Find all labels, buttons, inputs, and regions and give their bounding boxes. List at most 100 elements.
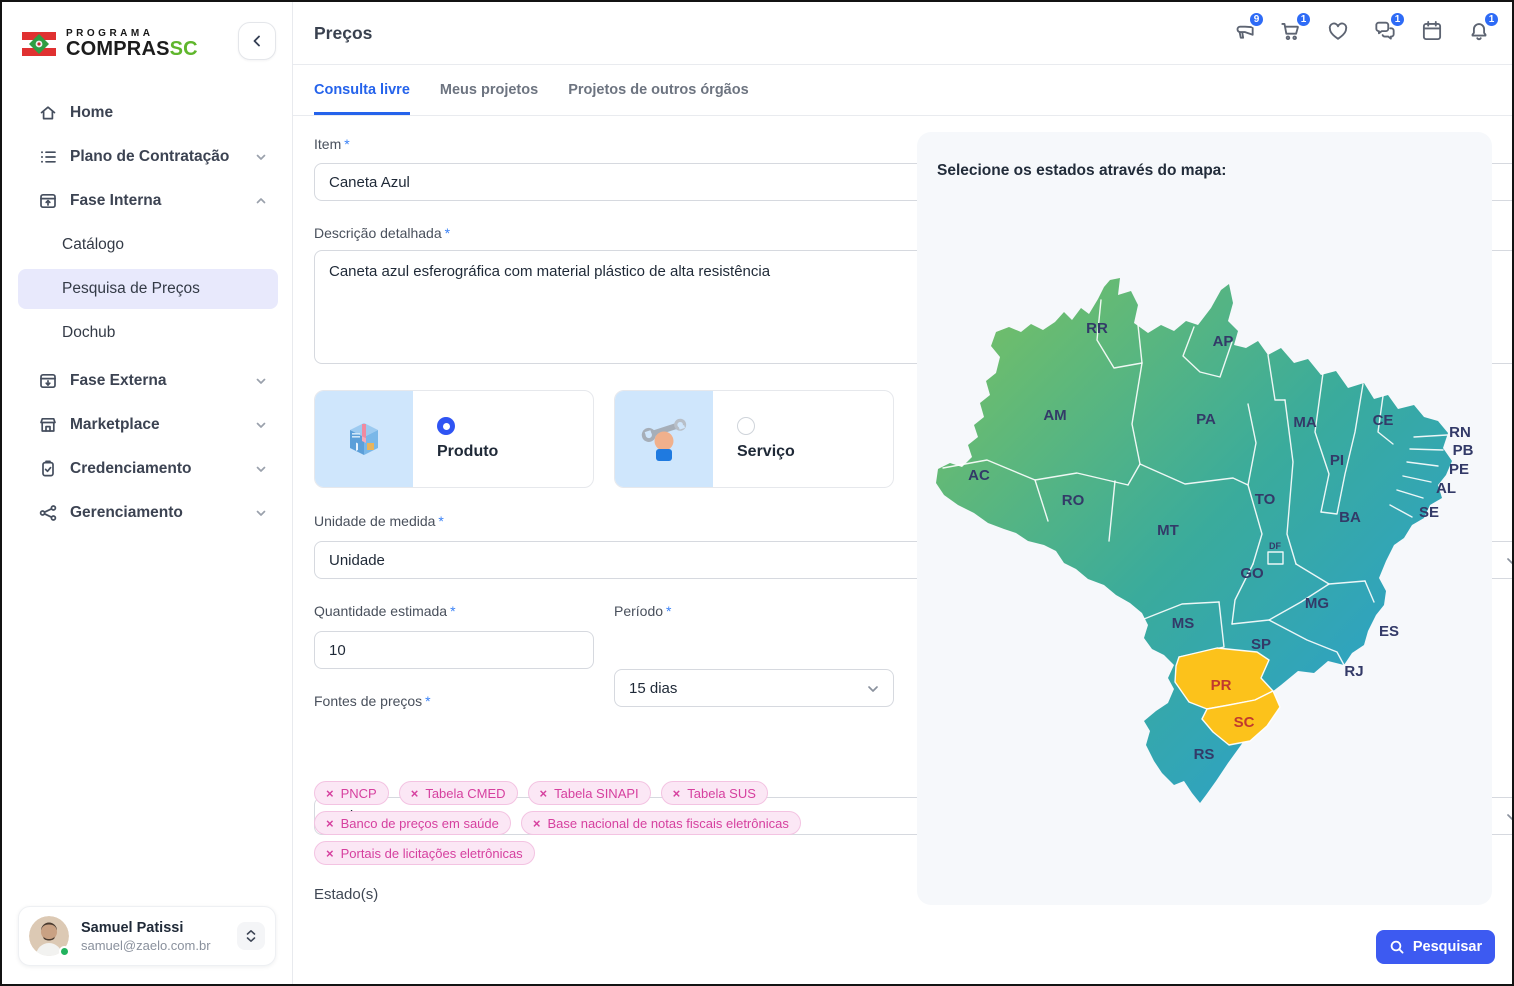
sidebar-item-fase-externa[interactable]: Fase Externa bbox=[18, 362, 278, 400]
produto-radio[interactable] bbox=[437, 417, 455, 435]
tray-arrow-up-icon bbox=[38, 191, 58, 211]
remove-tag-icon[interactable]: × bbox=[539, 785, 548, 801]
state-label-pb[interactable]: PB bbox=[1453, 442, 1474, 459]
messages-button[interactable]: 1 bbox=[1372, 11, 1406, 44]
produto-card[interactable]: Produto bbox=[314, 390, 594, 488]
chevron-down-icon bbox=[254, 418, 268, 432]
state-label-ba[interactable]: BA bbox=[1339, 509, 1361, 526]
sidebar-item-home[interactable]: Home bbox=[18, 94, 278, 132]
map-instruction: Selecione os estados através do mapa: bbox=[937, 162, 1227, 179]
quantidade-input[interactable] bbox=[314, 631, 594, 669]
state-label-go[interactable]: GO bbox=[1240, 565, 1264, 582]
state-label-ap[interactable]: AP bbox=[1213, 333, 1234, 350]
sidebar-collapse-button[interactable] bbox=[238, 22, 276, 60]
page-title: Preços bbox=[314, 23, 373, 43]
tag-pncp[interactable]: × PNCP bbox=[314, 781, 389, 805]
item-label: Item * bbox=[314, 136, 350, 152]
bell-icon bbox=[1471, 23, 1487, 41]
sidebar-item-marketplace[interactable]: Marketplace bbox=[18, 406, 278, 444]
home-icon bbox=[38, 103, 58, 123]
sidebar-item-fase-interna[interactable]: Fase Interna bbox=[18, 182, 278, 220]
main-area: Preços 9 1 1 bbox=[293, 2, 1512, 984]
sidebar-item-catalogo[interactable]: Catálogo bbox=[62, 236, 125, 253]
state-df-square[interactable] bbox=[1267, 551, 1284, 565]
states-map-panel: Selecione os estados através do mapa: bbox=[917, 132, 1492, 905]
sidebar-item-credenciamento[interactable]: Credenciamento bbox=[18, 450, 278, 488]
tag-tabela-sus[interactable]: × Tabela SUS bbox=[660, 781, 768, 805]
tab-bar: Consulta livre Meus projetos Projetos de… bbox=[293, 65, 1512, 116]
tipo-selector: Produto bbox=[314, 390, 894, 488]
announcements-button[interactable]: 9 bbox=[1231, 11, 1265, 44]
sidebar-item-gerenciamento[interactable]: Gerenciamento bbox=[18, 494, 278, 532]
tag-tabela-cmed[interactable]: × Tabela CMED bbox=[398, 781, 518, 805]
state-label-sc[interactable]: SC bbox=[1234, 714, 1255, 731]
remove-tag-icon[interactable]: × bbox=[326, 845, 334, 861]
state-label-pe[interactable]: PE bbox=[1449, 461, 1469, 478]
search-button[interactable]: Pesquisar bbox=[1376, 930, 1495, 964]
up-down-chevron-icon bbox=[246, 929, 256, 942]
state-label-rn[interactable]: RN bbox=[1449, 424, 1471, 441]
remove-tag-icon[interactable]: × bbox=[532, 815, 541, 831]
state-label-df[interactable]: DF bbox=[1269, 541, 1281, 551]
state-label-pi[interactable]: PI bbox=[1330, 452, 1344, 469]
favorites-button[interactable] bbox=[1325, 18, 1351, 44]
descricao-label: Descrição detalhada * bbox=[314, 225, 451, 241]
state-label-ce[interactable]: CE bbox=[1373, 412, 1394, 429]
state-label-to[interactable]: TO bbox=[1255, 491, 1276, 508]
tag-tabela-sinapi[interactable]: × Tabela SINAPI bbox=[527, 781, 651, 805]
tag-base-nacional-notas-fiscais[interactable]: × Base nacional de notas fiscais eletrôni… bbox=[520, 811, 801, 835]
search-icon bbox=[1390, 940, 1404, 954]
chevron-down-icon bbox=[254, 374, 268, 388]
brand-main-text: COMPRASSC bbox=[66, 38, 198, 60]
state-label-ro[interactable]: RO bbox=[1062, 492, 1085, 509]
tag-banco-de-precos-em-saude[interactable]: × Banco de preços em saúde bbox=[314, 811, 511, 835]
remove-tag-icon[interactable]: × bbox=[672, 785, 681, 801]
remove-tag-icon[interactable]: × bbox=[410, 785, 419, 801]
servico-card[interactable]: Serviço bbox=[614, 390, 894, 488]
state-label-mt[interactable]: MT bbox=[1157, 522, 1179, 539]
state-label-rr[interactable]: RR bbox=[1086, 320, 1108, 337]
state-label-mg[interactable]: MG bbox=[1305, 595, 1329, 612]
sidebar-item-plano-de-contratacao[interactable]: Plano de Contratação bbox=[18, 138, 278, 176]
item-field-group: Item * bbox=[314, 136, 894, 152]
state-label-ms[interactable]: MS bbox=[1172, 615, 1195, 632]
state-label-pa[interactable]: PA bbox=[1196, 411, 1216, 428]
state-label-es[interactable]: ES bbox=[1379, 623, 1399, 640]
sidebar: PROGRAMA COMPRASSC Home Plano de Contrat… bbox=[2, 2, 293, 984]
notifications-button[interactable]: 1 bbox=[1466, 11, 1500, 44]
user-menu-toggle[interactable] bbox=[237, 922, 265, 950]
brazil-outline[interactable] bbox=[936, 278, 1452, 803]
calendar-button[interactable] bbox=[1419, 18, 1445, 44]
fontes-tags-row-1: × PNCP × Tabela CMED × Tabela SINAPI × Tabel… bbox=[314, 781, 768, 805]
state-label-ac[interactable]: AC bbox=[968, 467, 990, 484]
tab-meus-projetos[interactable]: Meus projetos bbox=[439, 81, 539, 98]
chevron-down-icon bbox=[254, 462, 268, 476]
state-label-rj[interactable]: RJ bbox=[1344, 663, 1363, 680]
sidebar-item-pesquisa-de-precos[interactable]: Pesquisa de Preços bbox=[18, 269, 278, 309]
cart-button[interactable]: 1 bbox=[1278, 11, 1312, 44]
chevron-down-icon bbox=[254, 506, 268, 520]
estados-label: Estado(s) bbox=[314, 886, 379, 903]
remove-tag-icon[interactable]: × bbox=[326, 785, 334, 801]
tab-consulta-livre[interactable]: Consulta livre bbox=[314, 65, 410, 115]
tab-projetos-de-outros-orgaos[interactable]: Projetos de outros órgãos bbox=[568, 81, 749, 98]
servico-radio[interactable] bbox=[737, 417, 755, 435]
tag-portais-de-licitacoes[interactable]: × Portais de licitações eletrônicas bbox=[314, 841, 535, 865]
user-menu[interactable]: Samuel Patissi samuel@zaelo.com.br bbox=[18, 906, 276, 966]
state-label-sp[interactable]: SP bbox=[1251, 636, 1271, 653]
announcements-badge: 9 bbox=[1248, 11, 1265, 28]
state-label-am[interactable]: AM bbox=[1043, 407, 1066, 424]
remove-tag-icon[interactable]: × bbox=[326, 815, 334, 831]
periodo-select[interactable]: 15 dias bbox=[614, 669, 894, 707]
santa-catarina-flag-icon bbox=[22, 32, 56, 56]
fontes-label: Fontes de preços * bbox=[314, 693, 431, 709]
state-label-pr[interactable]: PR bbox=[1211, 677, 1232, 694]
state-sc-selected[interactable] bbox=[1201, 690, 1281, 746]
online-status-dot bbox=[59, 946, 70, 957]
state-label-se[interactable]: SE bbox=[1419, 504, 1439, 521]
sidebar-item-dochub[interactable]: Dochub bbox=[62, 324, 116, 341]
state-label-al[interactable]: AL bbox=[1436, 480, 1456, 497]
state-label-ma[interactable]: MA bbox=[1293, 414, 1316, 431]
state-label-rs[interactable]: RS bbox=[1194, 746, 1215, 763]
